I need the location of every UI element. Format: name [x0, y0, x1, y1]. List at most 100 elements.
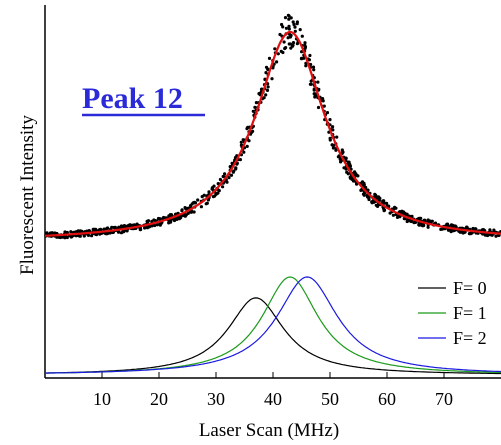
scatter-point [289, 33, 293, 38]
scatter-point [347, 162, 351, 166]
scatter-point [230, 161, 234, 165]
scatter-point [231, 170, 235, 174]
scatter-point [207, 190, 211, 194]
legend: F= 0 F= 1 F= 2 [418, 278, 487, 348]
scatter-point [184, 207, 188, 211]
scatter-point [213, 194, 217, 198]
scatter-point [265, 88, 270, 92]
component-line-f2 [45, 276, 501, 374]
scatter-point [313, 95, 317, 99]
scatter-point [283, 16, 288, 20]
scatter-point [202, 193, 206, 197]
scatter-point [281, 50, 285, 55]
scatter-point [143, 226, 147, 230]
scatter-point [321, 97, 325, 101]
scatter-point [145, 225, 149, 229]
scatter-point [290, 44, 295, 48]
scatter-point [210, 186, 214, 190]
component-line-f0 [45, 297, 501, 375]
scatter-point [192, 210, 196, 214]
y-axis-label: Fluorescent Intensity [17, 115, 38, 275]
scatter-point [146, 219, 151, 223]
scatter-point [241, 138, 245, 142]
x-tick-label: 20 [150, 389, 168, 409]
scatter-point [418, 216, 422, 220]
scatter-point [91, 227, 95, 231]
scatter-series [44, 13, 501, 240]
scatter-point [295, 22, 299, 26]
scatter-point [217, 189, 221, 193]
scatter-point [339, 160, 343, 164]
x-tick-label: 40 [264, 389, 282, 409]
scatter-point [239, 140, 243, 144]
scatter-point [153, 219, 158, 223]
scatter-point [221, 185, 225, 189]
scatter-point [234, 166, 238, 170]
scatter-point [382, 209, 386, 213]
scatter-point [303, 41, 307, 45]
scatter-point [351, 178, 355, 182]
scatter-point [473, 227, 478, 231]
scatter-point [286, 36, 290, 40]
scatter-point [446, 228, 451, 232]
scatter-point [292, 22, 296, 27]
scatter-point [204, 202, 208, 206]
scatter-point [227, 176, 231, 180]
x-tick-label: 70 [435, 389, 453, 409]
line-series [44, 30, 501, 375]
scatter-point [264, 71, 268, 75]
legend-label-f1: F= 1 [453, 303, 487, 323]
scatter-point [288, 42, 292, 46]
x-tick-label: 30 [207, 389, 225, 409]
scatter-point [245, 144, 249, 148]
scatter-point [398, 215, 402, 219]
scatter-point [273, 47, 277, 51]
scatter-point [393, 205, 397, 209]
scatter-point [309, 82, 313, 86]
scatter-point [105, 227, 109, 231]
scatter-point [299, 57, 304, 61]
scatter-point [181, 213, 185, 218]
scatter-point [180, 209, 184, 213]
scatter-point [128, 223, 132, 227]
x-tick-label: 60 [378, 389, 396, 409]
scatter-point [162, 215, 166, 220]
scatter-point [378, 196, 382, 200]
scatter-point [373, 192, 377, 196]
scatter-point [309, 62, 313, 67]
scatter-point [264, 65, 269, 69]
scatter-point [276, 52, 280, 56]
scatter-point [340, 148, 344, 152]
scatter-point [295, 42, 299, 46]
scatter-point [199, 205, 203, 209]
scatter-point [328, 138, 332, 142]
scatter-point [275, 60, 279, 64]
scatter-point [270, 77, 274, 81]
scatter-point [374, 203, 378, 207]
scatter-point [110, 225, 114, 229]
x-ticks: 10 20 30 40 50 60 70 [93, 372, 453, 409]
scatter-point [117, 225, 121, 229]
scatter-point [303, 45, 308, 49]
scatter-point [267, 56, 272, 61]
scatter-point [125, 229, 129, 233]
scatter-point [430, 219, 434, 223]
scatter-point [98, 232, 102, 236]
scatter-point [284, 26, 288, 30]
scatter-point [417, 223, 422, 227]
scatter-point [206, 198, 210, 202]
scatter-point [218, 177, 222, 182]
scatter-point [287, 27, 291, 31]
scatter-point [316, 105, 321, 110]
scatter-point [196, 198, 200, 202]
scatter-point [481, 228, 485, 232]
scatter-point [78, 234, 82, 238]
component-line-f1 [45, 276, 501, 374]
peak-annotation: Peak 12 [82, 82, 183, 115]
scatter-point [348, 176, 353, 180]
scatter-point [287, 17, 291, 21]
scatter-point [330, 143, 334, 147]
scatter-point [308, 53, 312, 58]
scatter-point [492, 228, 496, 232]
scatter-point [467, 232, 471, 236]
